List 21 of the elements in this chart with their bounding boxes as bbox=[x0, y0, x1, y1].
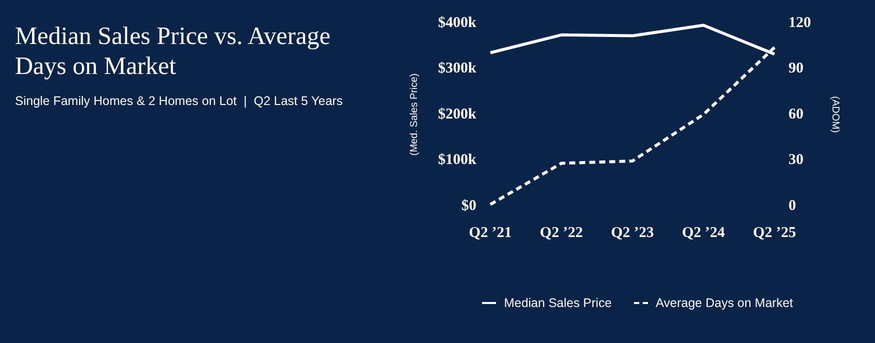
y2-tick-label: 90 bbox=[788, 60, 804, 77]
y2-axis-title: (ADOM) bbox=[829, 96, 840, 133]
text: Median Sales Price vs. Average Days on Market bbox=[15, 22, 332, 82]
y2-tick-label: 60 bbox=[788, 106, 804, 122]
x-tick-label: Q2 ’23 bbox=[610, 224, 654, 241]
y2-tick-label: 30 bbox=[788, 152, 804, 168]
legend-label: Median Sales Price bbox=[504, 296, 612, 310]
x-tick-label: Q2 ’21 bbox=[468, 224, 512, 241]
text: Single Family Homes & 2 Homes on Lot | Q2 Last 5 Years bbox=[15, 94, 343, 108]
y-tick-label: $300k bbox=[438, 60, 477, 77]
x-tick-label: Q2 ’24 bbox=[682, 224, 726, 241]
y-tick-label: $100k bbox=[438, 152, 477, 168]
y-axis-title: (Med. Sales Price) bbox=[408, 73, 420, 156]
y2-tick-label: 0 bbox=[788, 198, 796, 214]
y-tick-label: $400k bbox=[438, 14, 477, 31]
x-tick-label: Q2 ’22 bbox=[540, 224, 583, 241]
y2-tick-label: 120 bbox=[788, 14, 811, 31]
y-tick-label: $0 bbox=[461, 198, 476, 214]
x-tick-label: Q2 ’25 bbox=[753, 224, 796, 241]
y-tick-label: $200k bbox=[438, 106, 477, 122]
legend-label: Average Days on Market bbox=[656, 296, 794, 310]
